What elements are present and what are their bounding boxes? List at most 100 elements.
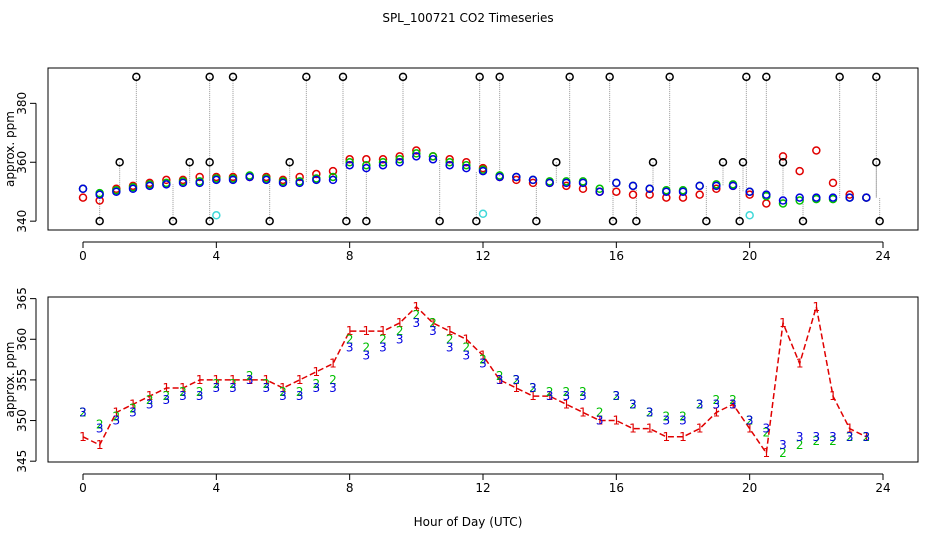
data-point [312, 169, 321, 179]
data-point [178, 178, 188, 188]
x-tick-label: 24 [875, 481, 890, 495]
x-axis-label: Hour of Day (UTC) [414, 515, 523, 529]
data-point [362, 163, 371, 173]
flagged-point [745, 211, 754, 220]
data-symbol: 3 [463, 349, 471, 363]
data-symbol: 1 [329, 357, 337, 371]
y-axis-label: approx. ppm [3, 111, 17, 187]
data-point [845, 190, 854, 199]
data-point [378, 160, 388, 170]
data-point [362, 155, 371, 164]
data-symbol: 2 [813, 434, 821, 448]
data-symbol: 3 [96, 422, 104, 436]
data-symbol: 1 [696, 422, 704, 436]
x-tick-label: 16 [609, 481, 624, 495]
data-symbol: 1 [313, 365, 321, 379]
data-symbol: 2 [796, 438, 804, 452]
outlier-point [132, 72, 141, 82]
data-symbol: 1 [446, 324, 454, 338]
outlier-point [552, 158, 561, 167]
data-point [478, 166, 488, 176]
data-point [378, 158, 388, 167]
data-symbol: 1 [279, 381, 287, 395]
outlier-point [702, 216, 711, 226]
data-symbol: 1 [763, 446, 771, 460]
data-symbol: 3 [496, 373, 504, 387]
data-symbol: 2 [779, 446, 787, 460]
data-symbol: 2 [313, 377, 321, 391]
data-symbol: 3 [829, 430, 837, 444]
data-point [195, 178, 204, 188]
chart-title: SPL_100721 CO2 Timeseries [382, 11, 553, 25]
data-symbol: 1 [829, 389, 837, 403]
outlier-point [398, 72, 408, 82]
data-symbol: 2 [279, 385, 287, 399]
data-point [862, 193, 871, 202]
data-symbol: 3 [79, 405, 87, 419]
data-symbol: 3 [396, 332, 404, 346]
data-symbol: 3 [596, 414, 604, 428]
data-symbol: 2 [746, 414, 754, 428]
data-symbol: 3 [713, 397, 721, 411]
data-symbol: 3 [729, 397, 737, 411]
series-line [82, 305, 867, 456]
data-symbol: 3 [446, 340, 454, 354]
outlier-point [228, 72, 238, 82]
data-symbol: 2 [96, 418, 104, 432]
data-point [595, 187, 604, 196]
data-symbol: 1 [229, 373, 237, 387]
data-point [345, 158, 354, 167]
data-symbol: 1 [146, 389, 154, 403]
outlier-point [608, 216, 618, 226]
data-symbol: 3 [779, 438, 787, 452]
outlier-point [168, 216, 178, 226]
data-symbol: 1 [779, 316, 787, 330]
data-point [345, 160, 354, 170]
data-symbol: 3 [579, 389, 587, 403]
data-symbol: 2 [379, 332, 387, 346]
outlier-point [762, 72, 771, 82]
data-point [328, 175, 338, 185]
data-symbol: 3 [529, 381, 537, 395]
data-point [712, 181, 721, 191]
data-symbol: 2 [113, 409, 121, 423]
data-point [762, 190, 771, 199]
outlier-point [648, 158, 658, 167]
data-symbol: 1 [396, 316, 404, 330]
plot-frame [47, 296, 919, 463]
outlier-point [875, 216, 884, 226]
data-point [795, 196, 804, 205]
x-tick-label: 4 [213, 481, 221, 495]
data-point [395, 152, 404, 161]
outlier-point [302, 72, 311, 82]
data-symbol: 2 [613, 389, 621, 403]
data-point [645, 184, 654, 194]
y-tick-label: 365 [15, 287, 29, 310]
data-point [678, 187, 688, 196]
data-point [428, 155, 438, 164]
data-symbol: 1 [813, 300, 821, 314]
data-symbol: 1 [296, 373, 304, 387]
data-point [245, 172, 254, 182]
data-point [462, 160, 471, 170]
data-symbol: 3 [696, 397, 704, 411]
data-point [95, 190, 104, 199]
data-symbol: 1 [796, 357, 804, 371]
data-symbol: 2 [329, 373, 337, 387]
data-point [228, 175, 238, 185]
outlier-point [778, 158, 788, 167]
data-point [562, 178, 571, 188]
data-point [328, 166, 338, 176]
data-symbol: 1 [663, 430, 671, 444]
data-point [812, 146, 821, 155]
data-point [695, 181, 704, 191]
data-symbol: 3 [279, 389, 287, 403]
data-symbol: 3 [663, 414, 671, 428]
data-symbol: 3 [513, 373, 521, 387]
data-point [845, 193, 854, 202]
y-tick-label: 350 [15, 409, 29, 432]
data-symbol: 1 [246, 373, 254, 387]
data-point [412, 149, 421, 158]
data-point [712, 184, 721, 194]
data-symbol: 3 [613, 389, 621, 403]
